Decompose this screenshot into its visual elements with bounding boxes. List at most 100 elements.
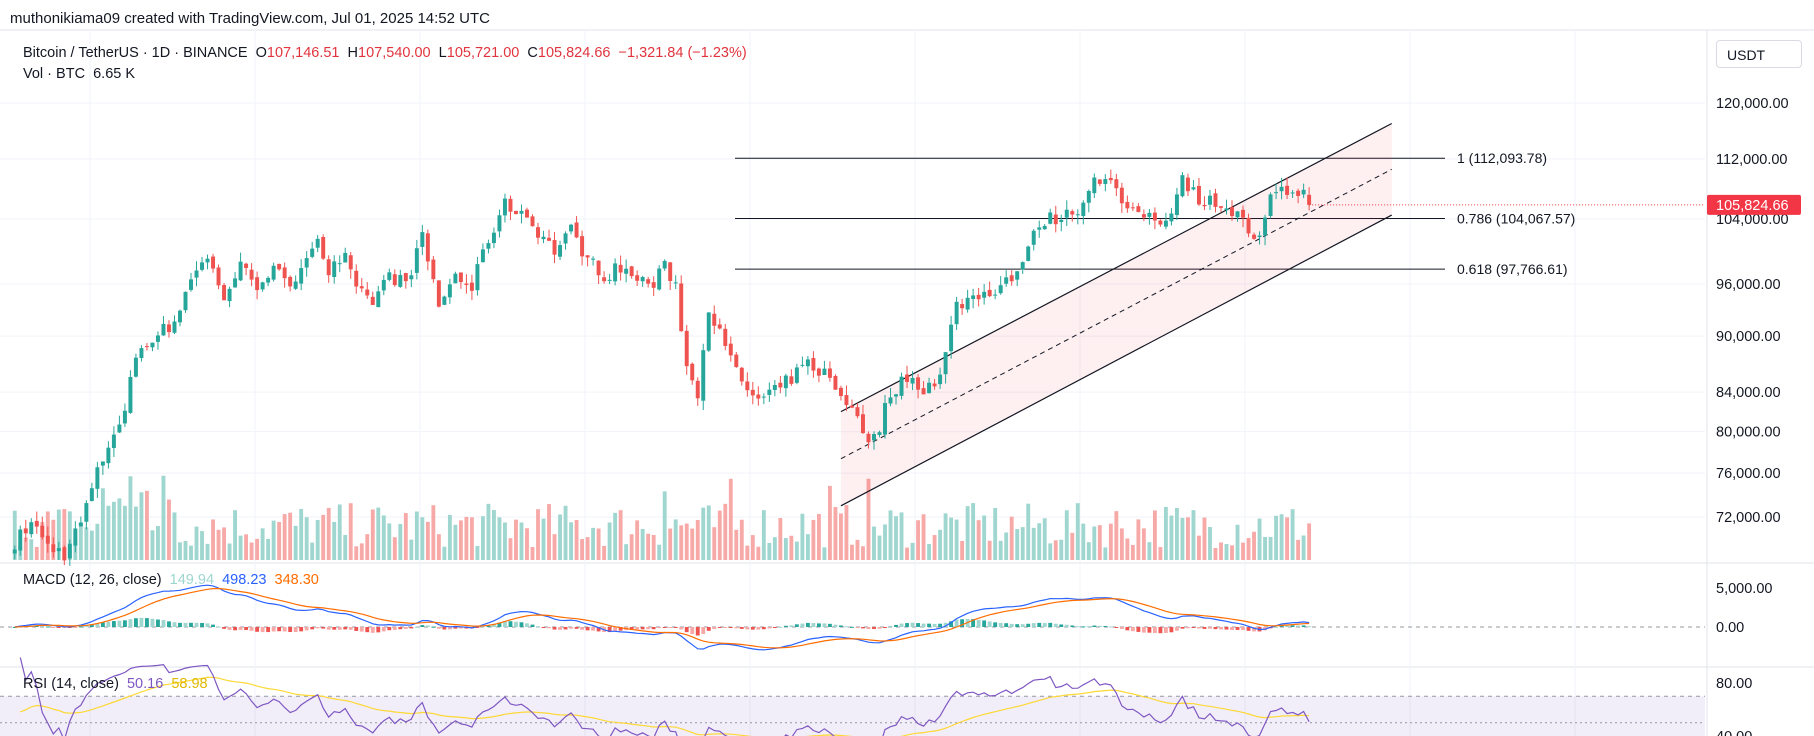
macd-histogram-bar xyxy=(128,619,133,627)
candle-body xyxy=(982,291,987,298)
candle-body xyxy=(62,547,67,561)
volume-bar xyxy=(299,508,304,560)
macd-histogram-bar xyxy=(420,625,425,627)
volume-bar xyxy=(1026,503,1031,560)
volume-bar xyxy=(1075,503,1080,560)
volume-bar xyxy=(403,513,408,560)
volume-bar xyxy=(800,513,805,560)
volume-bar xyxy=(227,543,232,560)
macd-histogram-bar xyxy=(1197,627,1201,629)
macd-histogram-bar xyxy=(200,622,204,627)
volume-bar xyxy=(1230,545,1234,560)
candle-body xyxy=(1004,277,1009,284)
volume-bar xyxy=(651,534,656,560)
macd-histogram-bar xyxy=(354,627,359,631)
macd-histogram-bar xyxy=(563,627,568,630)
candle-body xyxy=(227,288,232,302)
candle-body xyxy=(1290,192,1295,194)
macd-histogram-bar xyxy=(701,627,706,634)
candle-body xyxy=(387,272,392,280)
candle-body xyxy=(155,335,160,342)
volume-bar xyxy=(574,519,579,560)
volume-bar xyxy=(673,519,678,560)
candle-body xyxy=(189,279,193,290)
volume-bar xyxy=(95,523,100,560)
channel-lower-line xyxy=(840,214,1393,507)
candle-body xyxy=(326,259,331,276)
macd-histogram-bar xyxy=(673,627,678,628)
volume-bar xyxy=(646,533,651,560)
candle-body xyxy=(447,284,452,298)
candle-body xyxy=(1015,271,1020,280)
candle-body xyxy=(260,282,265,290)
macd-histogram-bar xyxy=(1092,625,1097,627)
volume-bar xyxy=(1092,526,1097,560)
candle-body xyxy=(1059,219,1064,223)
currency-button[interactable]: USDT xyxy=(1716,40,1802,68)
macd-histogram-bar xyxy=(866,627,871,630)
ohlc-legend: Bitcoin / TetherUS · 1D · BINANCE O107,1… xyxy=(23,45,747,61)
candle-body xyxy=(486,243,491,249)
candle-body xyxy=(805,359,810,367)
macd-histogram-bar xyxy=(728,627,733,628)
rsi-label[interactable]: RSI (14, close) xyxy=(23,676,119,692)
candle-body xyxy=(536,227,540,238)
volume-bar xyxy=(128,476,133,560)
macd-histogram-bar xyxy=(453,627,458,629)
candle-body xyxy=(712,313,717,326)
macd-histogram-bar xyxy=(442,627,447,630)
candle-body xyxy=(431,259,436,280)
macd-label[interactable]: MACD (12, 26, close) xyxy=(23,572,162,588)
volume-bar xyxy=(359,543,364,560)
macd-histogram-bar xyxy=(861,627,865,629)
volume-bar xyxy=(508,538,513,560)
macd-histogram-bar xyxy=(1031,623,1036,627)
candle-body xyxy=(1263,217,1268,236)
volume-bar xyxy=(205,543,210,560)
candle-body xyxy=(172,321,177,333)
volume-bar xyxy=(1130,544,1135,560)
macd-histogram-bar xyxy=(1186,627,1190,629)
volume-label[interactable]: Vol · BTC xyxy=(23,66,86,82)
fib-retracement: 1 (112,093.78) 0.786 (104,067.57) 0.618 (9… xyxy=(735,150,1575,277)
macd-histogram-bar xyxy=(62,627,67,628)
macd-histogram-bar xyxy=(905,623,909,627)
macd-histogram-bar xyxy=(211,624,215,627)
volume-bar xyxy=(62,509,67,560)
candle-body xyxy=(1075,214,1080,216)
macd-histogram-bar xyxy=(938,623,943,627)
candle-body xyxy=(673,282,678,284)
candle-body xyxy=(139,348,144,359)
macd-histogram-bar xyxy=(596,627,601,632)
volume-bar xyxy=(492,509,496,560)
symbol-label[interactable]: Bitcoin / TetherUS · 1D · BINANCE xyxy=(23,45,248,61)
volume-bar xyxy=(84,527,89,560)
candle-body xyxy=(607,279,612,281)
volume-bar xyxy=(861,546,865,560)
volume-bar xyxy=(1208,527,1212,560)
candle-body xyxy=(392,274,397,286)
macd-histogram-bar xyxy=(640,627,645,630)
volume-bar xyxy=(354,546,359,560)
macd-histogram-bar xyxy=(370,627,375,633)
candle-body xyxy=(106,447,111,464)
volume-bar xyxy=(767,542,772,560)
volume-bar xyxy=(965,506,970,560)
candle-body xyxy=(513,210,518,215)
macd-histogram-bar xyxy=(67,627,72,628)
volume-bar xyxy=(475,545,480,560)
macd-histogram-bar xyxy=(222,627,226,629)
volume-bar xyxy=(1219,542,1223,560)
macd-histogram-bar xyxy=(949,621,954,627)
candle-body xyxy=(508,198,513,212)
volume-bar xyxy=(1103,547,1108,560)
channel-mid-line xyxy=(840,168,1392,460)
candle-body xyxy=(1163,220,1168,227)
macd-histogram-bar xyxy=(56,627,61,628)
volume-bar xyxy=(640,528,645,560)
candle-body xyxy=(860,414,865,434)
volume-bar xyxy=(976,520,981,560)
candle-body xyxy=(1219,206,1223,208)
macd-histogram-bar xyxy=(536,626,540,628)
